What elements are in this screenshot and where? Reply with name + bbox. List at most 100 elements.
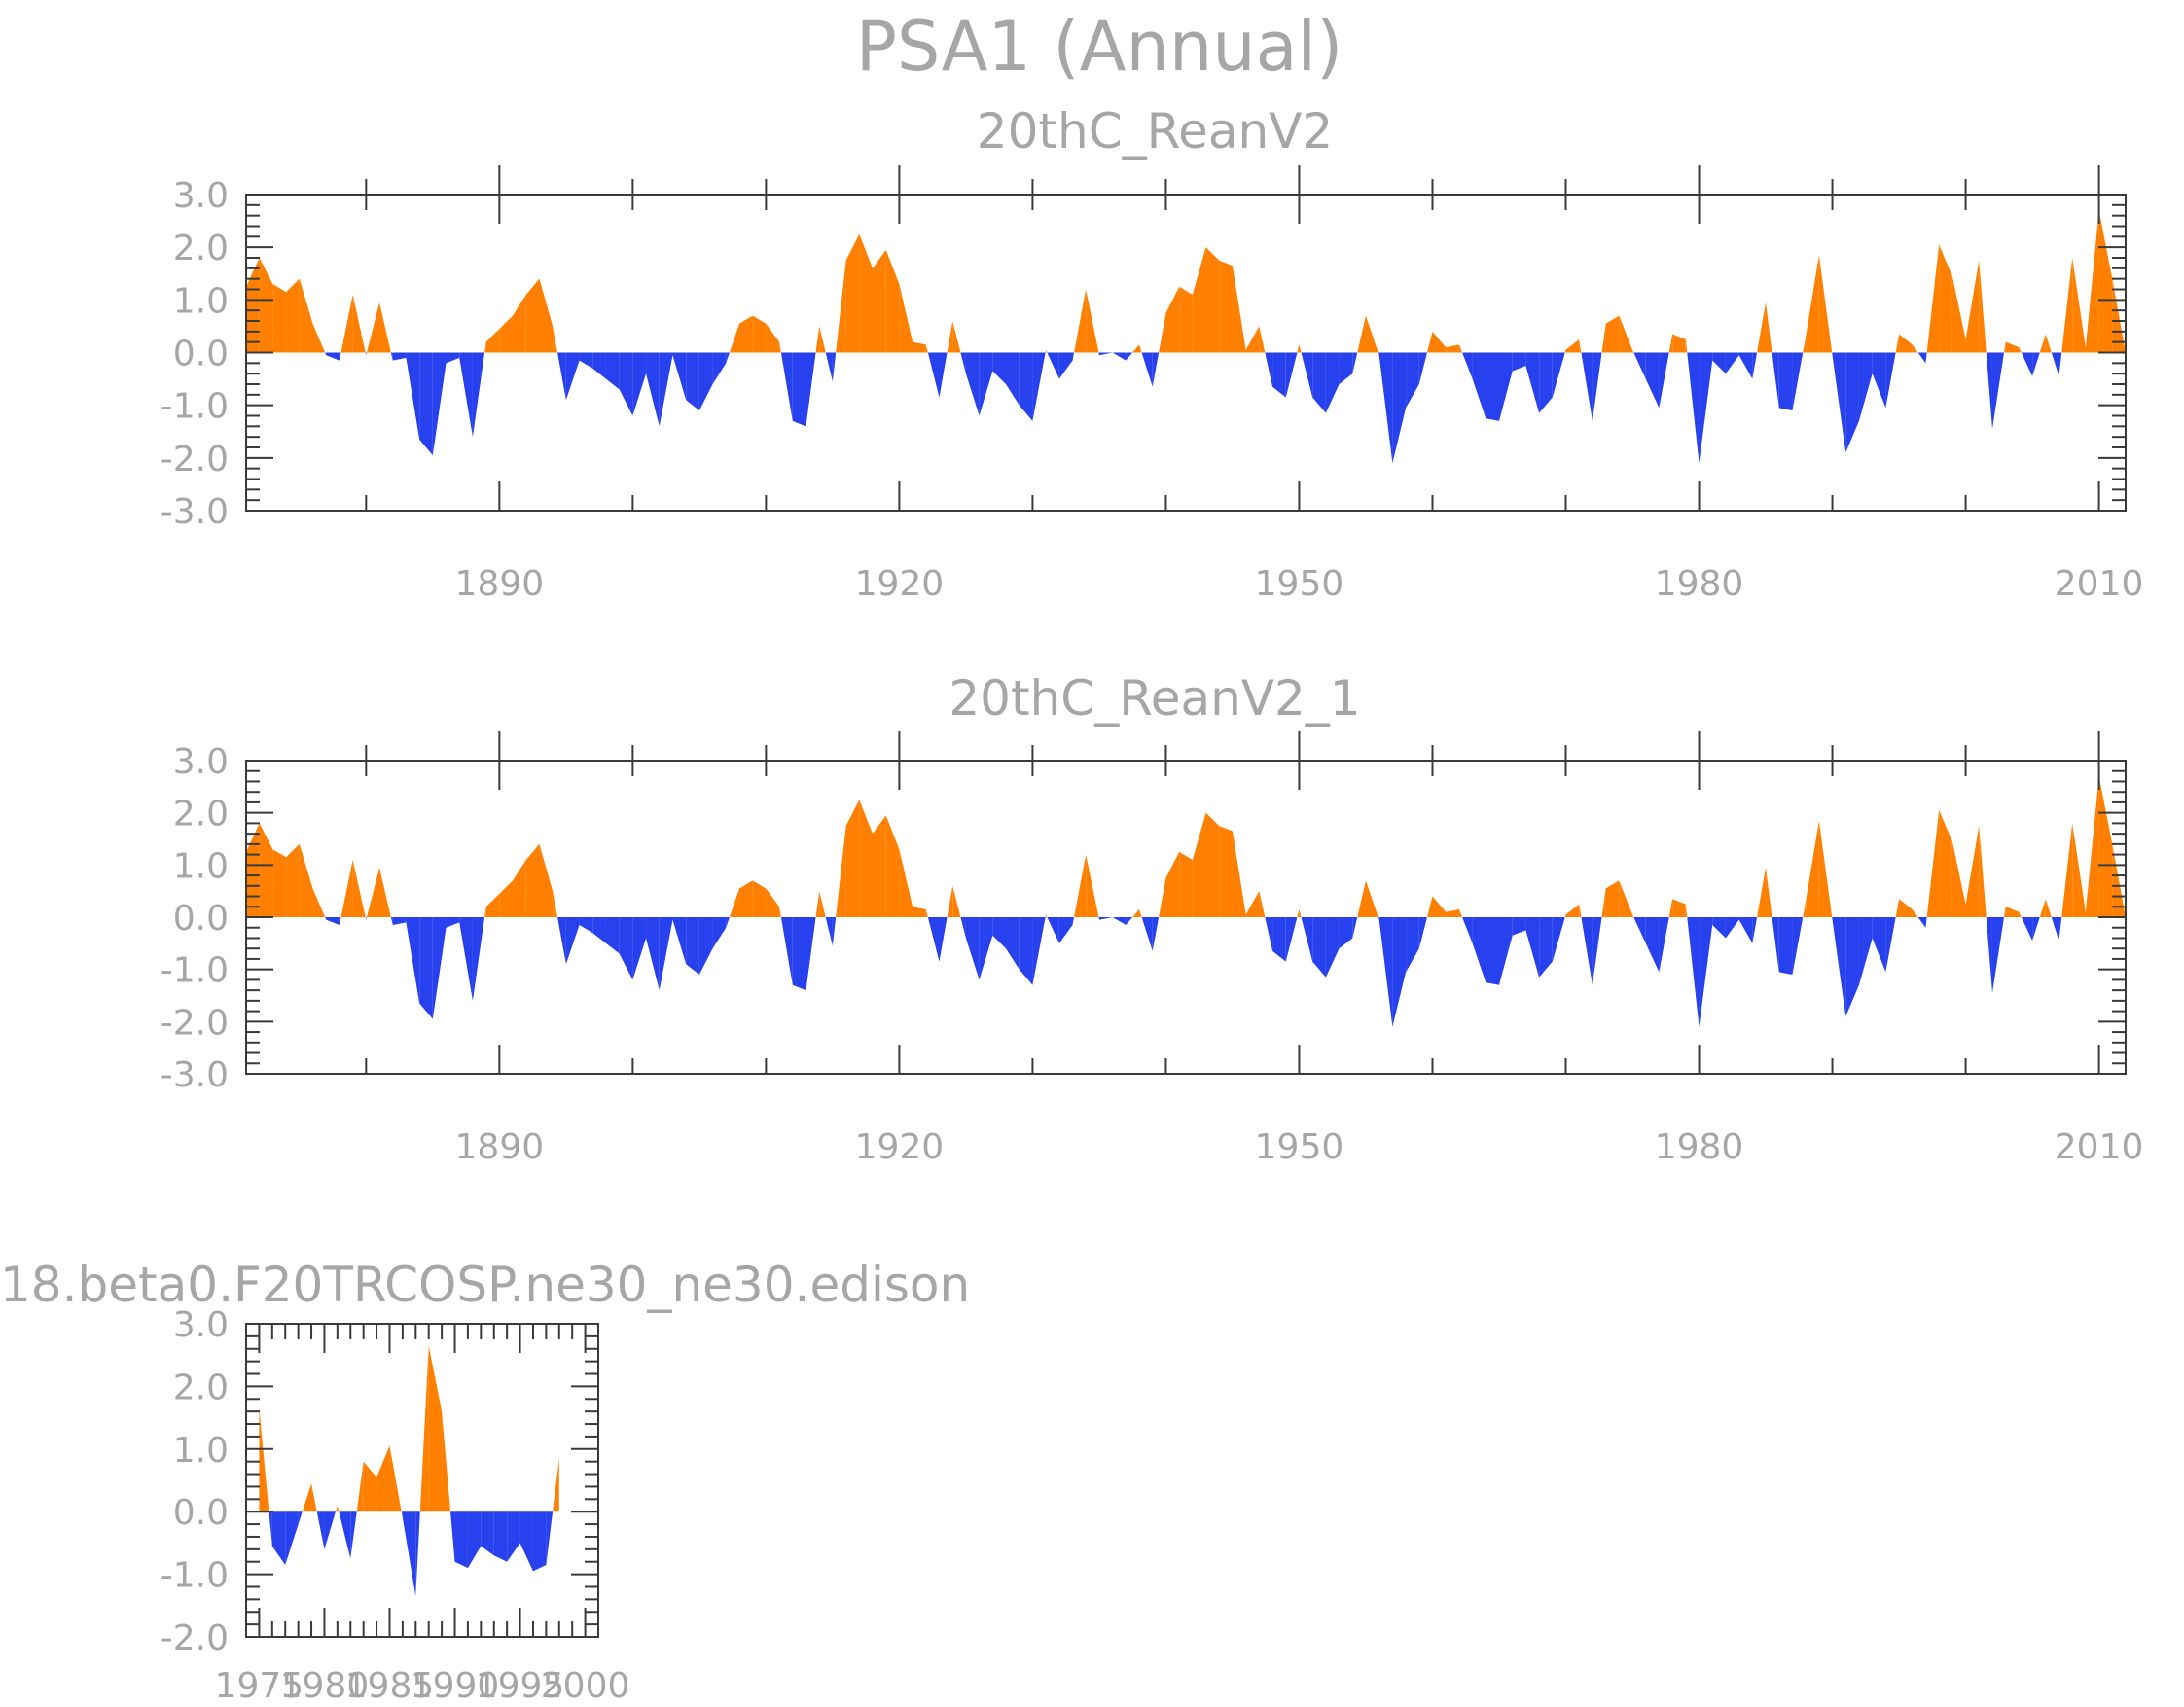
positive-area-segment [259, 258, 273, 353]
positive-area-segment [779, 341, 781, 353]
positive-area-segment [1803, 901, 1807, 917]
negative-area-segment [579, 352, 593, 369]
positive-area-segment [1979, 826, 1987, 917]
positive-area-segment [246, 823, 260, 917]
negative-area-segment [1645, 917, 1660, 973]
negative-area-segment [325, 352, 327, 356]
panel-2-axes: -3.0 -2.0 -1.0 0.0 1.0 2.0 3.0 1890 1920 1950 1980… [161, 731, 2144, 1167]
negative-area-segment [1392, 917, 1407, 1027]
negative-area-segment [390, 352, 393, 361]
negative-area-segment [507, 1511, 520, 1562]
x-tick-label: 2010 [2055, 1127, 2144, 1167]
negative-area-segment [1917, 352, 1926, 364]
negative-area-segment [960, 917, 966, 939]
positive-area-segment [1046, 914, 1048, 917]
negative-area-segment [1352, 917, 1358, 939]
negative-area-segment [1712, 917, 1726, 939]
positive-area-segment [1672, 334, 1686, 353]
positive-area-segment [1565, 904, 1580, 917]
negative-area-segment [1552, 917, 1565, 962]
positive-area-segment [925, 344, 928, 353]
negative-area-segment [1885, 352, 1896, 409]
positive-area-segment [311, 1483, 317, 1512]
negative-area-segment [1525, 917, 1540, 978]
x-tick-label: 1995 [476, 1666, 565, 1706]
negative-area-segment [1126, 352, 1133, 361]
positive-area-segment [1179, 851, 1193, 917]
negative-area-segment [646, 917, 660, 991]
negative-area-segment [1845, 352, 1859, 453]
negative-area-segment [1925, 917, 1927, 928]
negative-area-segment [979, 352, 993, 416]
positive-area-segment [913, 341, 926, 353]
negative-area-segment [1312, 917, 1326, 978]
positive-area-segment [2098, 776, 2113, 917]
negative-area-segment [632, 352, 647, 416]
negative-area-segment [1872, 917, 1886, 973]
negative-area-segment [1112, 917, 1127, 926]
negative-area-segment [1659, 917, 1669, 973]
negative-area-segment [1339, 352, 1353, 384]
negative-area-segment [1772, 352, 1779, 409]
negative-area-segment [326, 917, 340, 926]
negative-area-segment [1792, 352, 1804, 411]
positive-area-segment [337, 1505, 340, 1512]
positive-area-segment [499, 315, 514, 353]
positive-area-segment [1219, 826, 1233, 917]
positive-area-segment [1165, 286, 1180, 353]
negative-area-segment [1392, 352, 1407, 464]
positive-area-segment [1159, 312, 1166, 353]
positive-area-segment [952, 321, 961, 353]
positive-area-segment [947, 885, 953, 917]
negative-area-segment [1917, 917, 1926, 928]
y-tick-label: 0.0 [173, 1493, 229, 1533]
negative-area-segment [825, 352, 833, 382]
positive-area-segment [2004, 907, 2006, 917]
positive-area-segment [873, 249, 886, 353]
negative-area-segment [927, 352, 940, 398]
x-tick-label: 1950 [1255, 564, 1344, 604]
panel-3: 18.beta0.F20TRCOSP.ne30_ne30.edison -2.0… [0, 1257, 970, 1706]
negative-area-segment [1472, 352, 1486, 419]
negative-area-segment [1592, 917, 1602, 985]
positive-area-segment [1139, 344, 1142, 353]
negative-area-segment [450, 1511, 455, 1562]
negative-area-segment [1752, 352, 1758, 379]
negative-area-segment [419, 352, 433, 456]
positive-area-segment [1564, 914, 1566, 917]
negative-area-segment [1325, 352, 1340, 413]
negative-area-segment [446, 917, 460, 928]
negative-area-segment [459, 917, 473, 1001]
negative-area-segment [2021, 352, 2033, 376]
negative-area-segment [1486, 917, 1499, 985]
negative-area-segment [1006, 352, 1020, 406]
negative-area-segment [698, 352, 713, 411]
negative-area-segment [1462, 352, 1473, 379]
negative-area-segment [832, 917, 837, 946]
negative-area-segment [298, 1511, 303, 1525]
positive-area-segment [2085, 776, 2099, 917]
positive-area-segment [513, 859, 526, 917]
negative-area-segment [402, 1511, 416, 1597]
negative-area-segment [1058, 352, 1073, 379]
negative-area-segment [1925, 352, 1927, 364]
positive-area-segment [525, 843, 540, 917]
positive-area-segment [859, 233, 873, 353]
negative-area-segment [1462, 917, 1473, 943]
negative-area-segment [619, 352, 633, 416]
positive-area-segment [1432, 896, 1447, 917]
positive-area-segment [1565, 338, 1580, 353]
negative-area-segment [1872, 352, 1886, 409]
positive-area-segment [1086, 289, 1099, 353]
positive-area-segment [1074, 289, 1087, 353]
negative-area-segment [592, 917, 606, 943]
positive-area-segment [1912, 344, 1918, 353]
negative-area-segment [1006, 917, 1020, 970]
negative-area-segment [1725, 917, 1739, 939]
positive-area-segment [2005, 341, 2020, 353]
negative-area-segment [365, 352, 367, 356]
positive-area-segment [1046, 349, 1048, 353]
positive-area-segment [1619, 880, 1633, 917]
positive-area-segment [1458, 908, 1463, 917]
positive-area-segment [1299, 908, 1302, 917]
